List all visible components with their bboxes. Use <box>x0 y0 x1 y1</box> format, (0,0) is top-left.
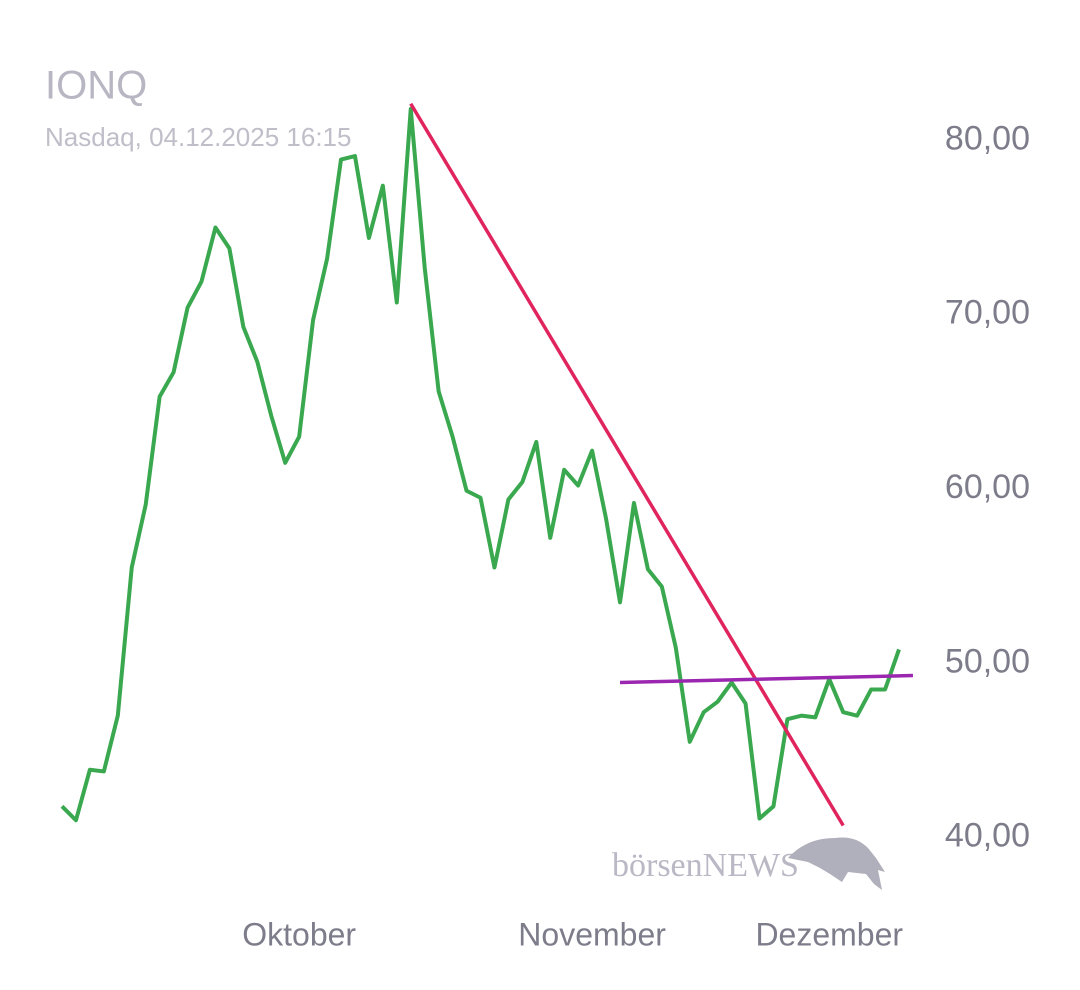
x-tick-label: Dezember <box>755 916 903 952</box>
price-line <box>60 106 901 823</box>
trend-line <box>619 673 913 685</box>
trend-line <box>409 102 845 827</box>
chart-subtitle: Nasdaq, 04.12.2025 16:15 <box>45 122 351 152</box>
bull-icon <box>788 837 885 890</box>
y-tick-label: 40,00 <box>945 817 1030 855</box>
y-tick-label: 70,00 <box>945 294 1030 332</box>
x-tick-label: November <box>518 916 666 952</box>
x-tick-label: Oktober <box>242 916 356 952</box>
watermark: börsenNEWS <box>612 847 799 884</box>
y-tick-label: 50,00 <box>945 642 1030 680</box>
y-tick-label: 60,00 <box>945 468 1030 506</box>
y-tick-label: 80,00 <box>945 119 1030 157</box>
chart-title: IONQ <box>45 64 147 108</box>
watermark-logo: börsenNEWS <box>612 837 885 890</box>
